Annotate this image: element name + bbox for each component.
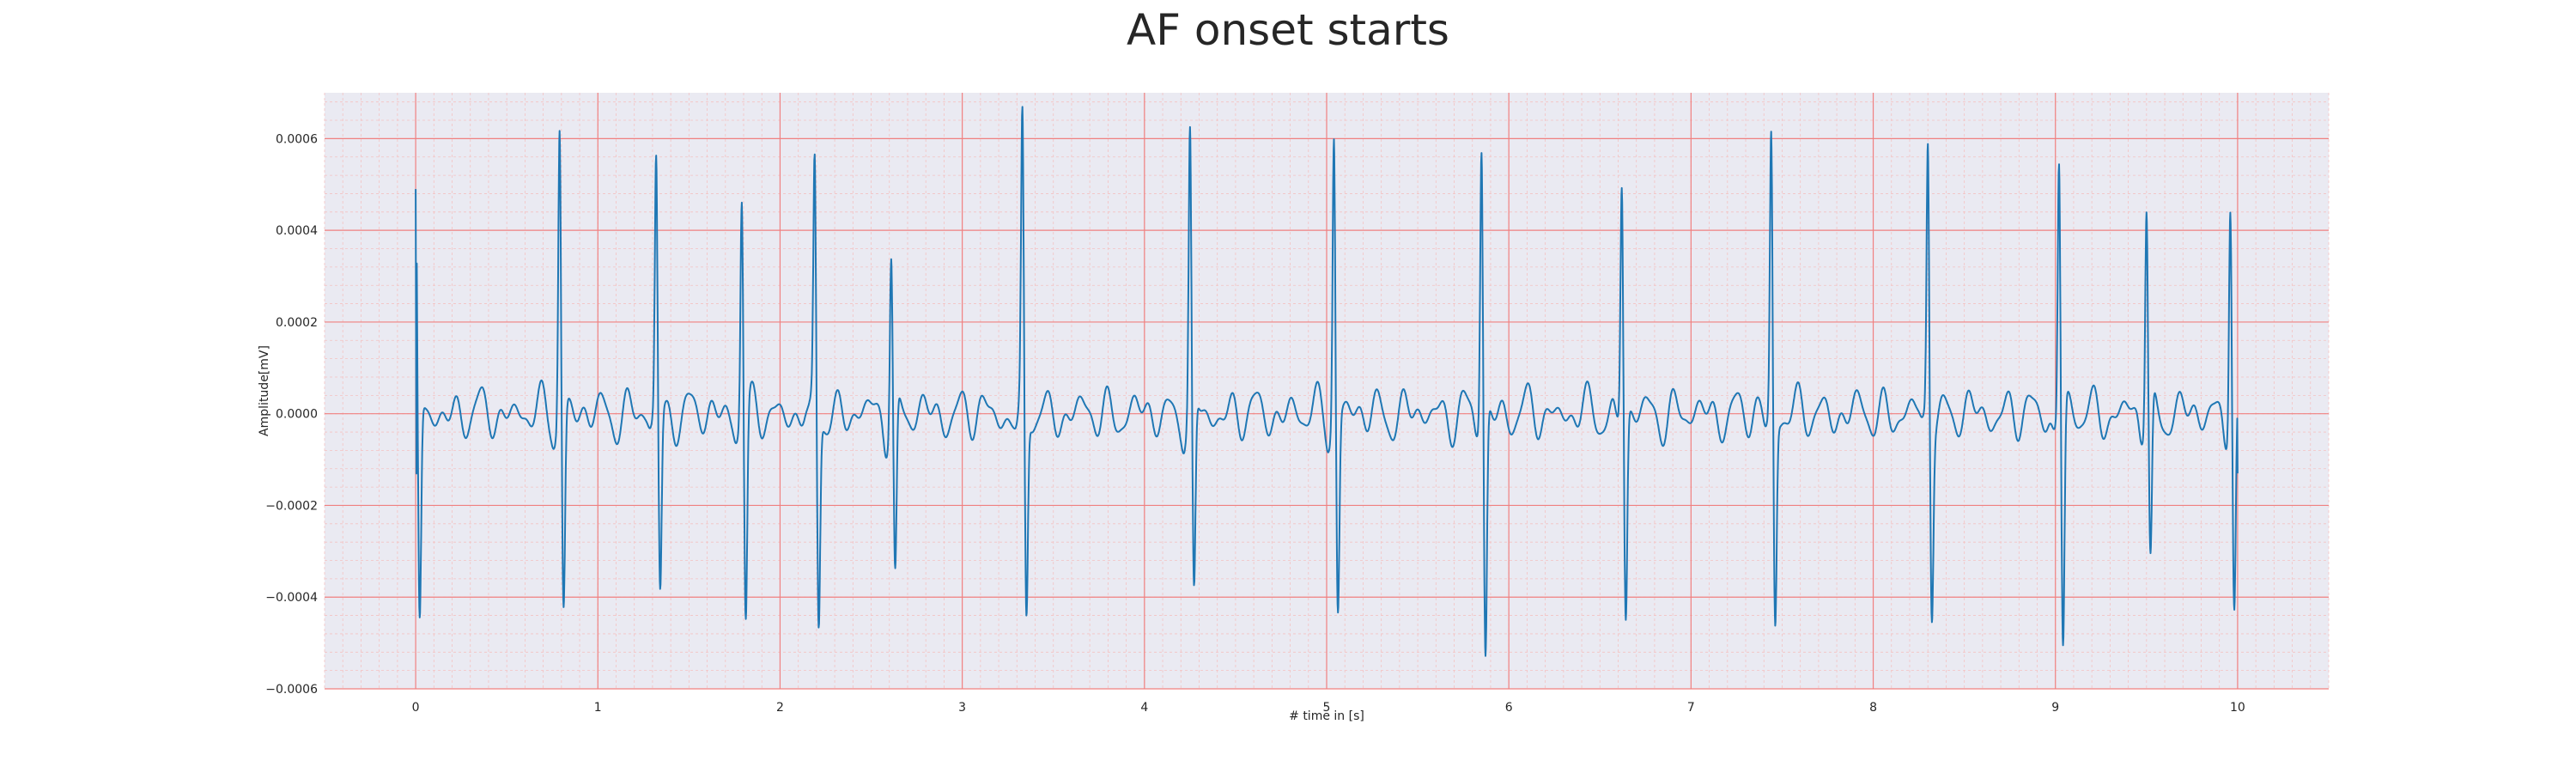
x-tick-label: 3 [958, 701, 966, 715]
y-axis-label: Amplitude[mV] [258, 345, 271, 436]
ecg-series-line [415, 106, 2239, 657]
x-tick-label: 6 [1505, 701, 1513, 715]
x-tick-label: 0 [412, 701, 420, 715]
x-axis-ticks: 0 1 2 3 4 5 6 7 8 9 10 [412, 701, 2245, 715]
y-axis-ticks: −0.0006 −0.0004 −0.0002 0.0000 0.0002 0.0004 0… [265, 132, 318, 697]
x-tick-label: 10 [2230, 701, 2245, 715]
y-tick-label: 0.0000 [276, 408, 318, 422]
y-tick-label: −0.0004 [265, 591, 318, 605]
x-tick-label: 9 [2051, 701, 2059, 715]
chart-title: AF onset starts [1127, 5, 1449, 55]
x-tick-label: 8 [1869, 701, 1877, 715]
y-tick-label: 0.0006 [276, 132, 318, 146]
x-tick-label: 1 [594, 701, 602, 715]
x-axis-label: # time in [s] [1289, 709, 1364, 723]
x-tick-label: 4 [1140, 701, 1148, 715]
y-tick-label: 0.0004 [276, 224, 318, 238]
y-tick-label: 0.0002 [276, 316, 318, 330]
y-tick-label: −0.0002 [265, 499, 318, 513]
x-tick-label: 7 [1687, 701, 1695, 715]
y-tick-label: −0.0006 [265, 683, 318, 697]
x-tick-label: 5 [1323, 701, 1331, 715]
x-tick-label: 2 [776, 701, 784, 715]
